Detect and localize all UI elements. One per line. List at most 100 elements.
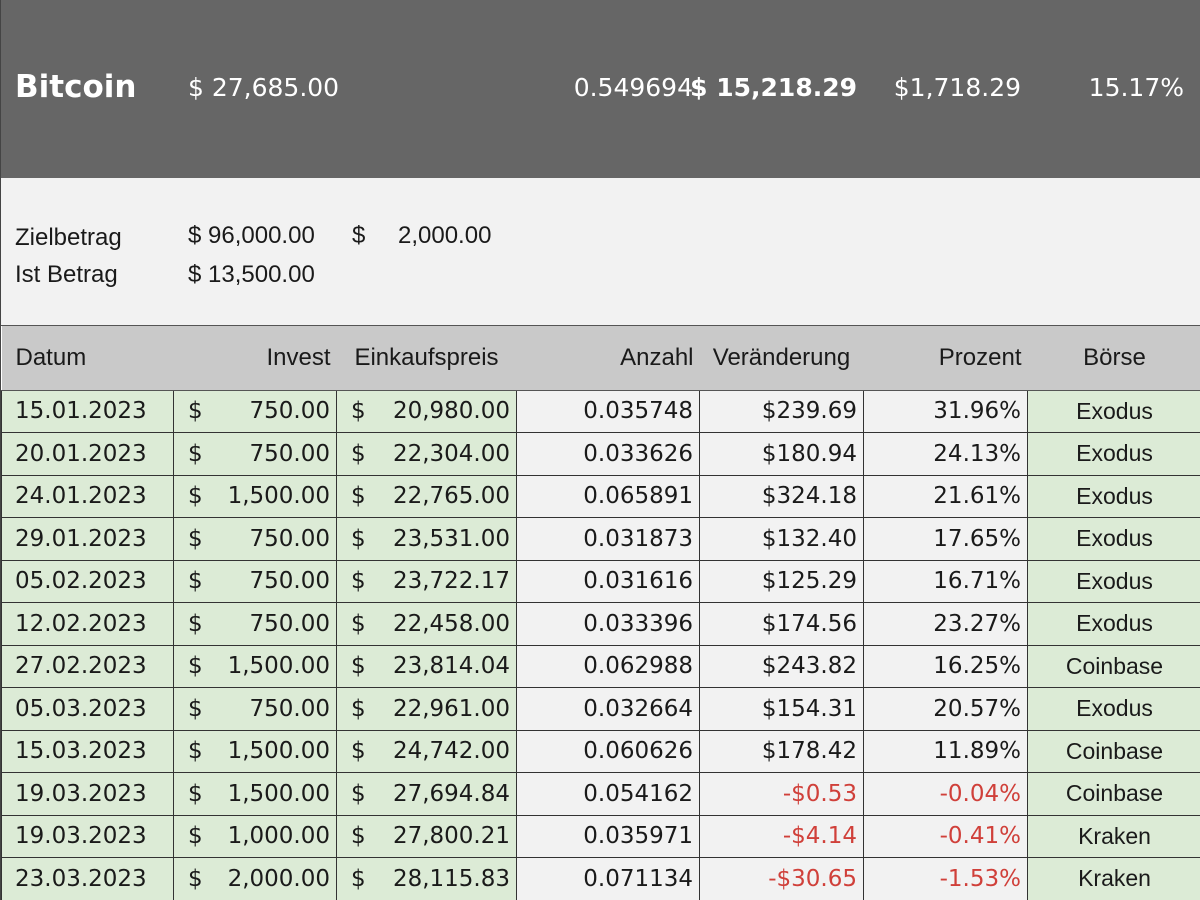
column-header-change[interactable]: Veränderung [699, 326, 864, 391]
cell-change[interactable]: $174.56 [699, 602, 864, 646]
cell-date[interactable]: 12.02.2023 [1, 602, 174, 646]
cell-percent[interactable]: 21.61% [863, 474, 1028, 518]
actual-value[interactable]: $ 13,500.00 [188, 261, 315, 288]
cell-purchase-price[interactable]: $28,115.83 [336, 857, 517, 900]
column-header-quantity[interactable]: Anzahl [516, 326, 700, 391]
cell-invest[interactable]: $1,500.00 [173, 729, 337, 773]
cell-percent[interactable]: 11.89% [863, 729, 1028, 773]
cell-exchange[interactable]: Coinbase [1027, 772, 1200, 816]
cell-change[interactable]: $239.69 [699, 389, 864, 433]
cell-invest[interactable]: $750.00 [173, 517, 337, 561]
cell-date[interactable]: 19.03.2023 [1, 814, 174, 858]
cell-exchange[interactable]: Coinbase [1027, 644, 1200, 688]
cell-date[interactable]: 15.03.2023 [1, 729, 174, 773]
cell-percent[interactable]: 20.57% [863, 687, 1028, 731]
cell-percent[interactable]: 17.65% [863, 517, 1028, 561]
cell-percent[interactable]: -1.53% [863, 857, 1028, 900]
cell-quantity[interactable]: 0.054162 [516, 772, 700, 816]
cell-date[interactable]: 15.01.2023 [1, 389, 174, 433]
cell-invest[interactable]: $750.00 [173, 389, 337, 433]
cell-invest[interactable]: $1,000.00 [173, 814, 337, 858]
cell-quantity[interactable]: 0.065891 [516, 474, 700, 518]
step-currency[interactable]: $ [352, 222, 366, 249]
cell-percent[interactable]: 16.71% [863, 559, 1028, 603]
cell-exchange[interactable]: Exodus [1027, 389, 1200, 433]
cell-date[interactable]: 05.02.2023 [1, 559, 174, 603]
column-header-invest[interactable]: Invest [173, 326, 337, 391]
cell-invest[interactable]: $750.00 [173, 559, 337, 603]
cell-quantity[interactable]: 0.032664 [516, 687, 700, 731]
cell-exchange[interactable]: Exodus [1027, 432, 1200, 476]
cell-purchase-price[interactable]: $22,304.00 [336, 432, 517, 476]
cell-percent[interactable]: 24.13% [863, 432, 1028, 476]
cell-quantity[interactable]: 0.033396 [516, 602, 700, 646]
cell-purchase-price[interactable]: $22,458.00 [336, 602, 517, 646]
total-percent[interactable]: 15.17% [1088, 73, 1184, 102]
cell-change[interactable]: -$0.53 [699, 772, 864, 816]
cell-quantity[interactable]: 0.060626 [516, 729, 700, 773]
cell-date[interactable]: 05.03.2023 [1, 687, 174, 731]
cell-invest[interactable]: $2,000.00 [173, 857, 337, 900]
cell-exchange[interactable]: Exodus [1027, 517, 1200, 561]
cell-date[interactable]: 24.01.2023 [1, 474, 174, 518]
cell-invest[interactable]: $1,500.00 [173, 772, 337, 816]
column-header-date[interactable]: Datum [1, 326, 174, 391]
cell-percent[interactable]: 16.25% [863, 644, 1028, 688]
cell-purchase-price[interactable]: $23,722.17 [336, 559, 517, 603]
cell-percent[interactable]: -0.04% [863, 772, 1028, 816]
cell-change[interactable]: -$4.14 [699, 814, 864, 858]
cell-invest[interactable]: $1,500.00 [173, 474, 337, 518]
cell-purchase-price[interactable]: $23,814.04 [336, 644, 517, 688]
cell-invest[interactable]: $750.00 [173, 687, 337, 731]
cell-change[interactable]: $125.29 [699, 559, 864, 603]
cell-quantity[interactable]: 0.035971 [516, 814, 700, 858]
cell-quantity[interactable]: 0.062988 [516, 644, 700, 688]
cell-exchange[interactable]: Exodus [1027, 602, 1200, 646]
cell-invest[interactable]: $750.00 [173, 432, 337, 476]
total-value[interactable]: $ 15,218.29 [690, 73, 857, 102]
cell-change[interactable]: $243.82 [699, 644, 864, 688]
cell-change[interactable]: $180.94 [699, 432, 864, 476]
column-header-purchase-price[interactable]: Einkaufspreis [336, 326, 517, 391]
cell-quantity[interactable]: 0.033626 [516, 432, 700, 476]
cell-percent[interactable]: -0.41% [863, 814, 1028, 858]
cell-invest[interactable]: $1,500.00 [173, 644, 337, 688]
cell-change[interactable]: $324.18 [699, 474, 864, 518]
cell-exchange[interactable]: Kraken [1027, 857, 1200, 900]
cell-invest[interactable]: $750.00 [173, 602, 337, 646]
cell-quantity[interactable]: 0.031873 [516, 517, 700, 561]
column-header-exchange[interactable]: Börse [1027, 326, 1200, 391]
cell-exchange[interactable]: Kraken [1027, 814, 1200, 858]
cell-quantity[interactable]: 0.031616 [516, 559, 700, 603]
cell-exchange[interactable]: Exodus [1027, 559, 1200, 603]
cell-purchase-price[interactable]: $23,531.00 [336, 517, 517, 561]
total-gain[interactable]: $1,718.29 [893, 73, 1021, 102]
column-header-percent[interactable]: Prozent [863, 326, 1028, 391]
cell-quantity[interactable]: 0.035748 [516, 389, 700, 433]
cell-purchase-price[interactable]: $27,800.21 [336, 814, 517, 858]
actual-label[interactable]: Ist Betrag [15, 261, 118, 288]
cell-percent[interactable]: 23.27% [863, 602, 1028, 646]
cell-date[interactable]: 19.03.2023 [1, 772, 174, 816]
cell-purchase-price[interactable]: $27,694.84 [336, 772, 517, 816]
cell-date[interactable]: 29.01.2023 [1, 517, 174, 561]
cell-percent[interactable]: 31.96% [863, 389, 1028, 433]
cell-date[interactable]: 23.03.2023 [1, 857, 174, 900]
coin-name[interactable]: Bitcoin [15, 69, 137, 105]
current-price[interactable]: $ 27,685.00 [188, 73, 340, 102]
target-label[interactable]: Zielbetrag [15, 224, 122, 251]
cell-date[interactable]: 27.02.2023 [1, 644, 174, 688]
cell-exchange[interactable]: Exodus [1027, 474, 1200, 518]
cell-purchase-price[interactable]: $24,742.00 [336, 729, 517, 773]
cell-purchase-price[interactable]: $22,765.00 [336, 474, 517, 518]
cell-exchange[interactable]: Exodus [1027, 687, 1200, 731]
cell-quantity[interactable]: 0.071134 [516, 857, 700, 900]
total-quantity[interactable]: 0.549694 [573, 73, 693, 102]
cell-change[interactable]: $132.40 [699, 517, 864, 561]
step-value[interactable]: 2,000.00 [398, 222, 492, 249]
cell-change[interactable]: $154.31 [699, 687, 864, 731]
target-value[interactable]: $ 96,000.00 [188, 222, 315, 249]
cell-date[interactable]: 20.01.2023 [1, 432, 174, 476]
cell-purchase-price[interactable]: $20,980.00 [336, 389, 517, 433]
cell-purchase-price[interactable]: $22,961.00 [336, 687, 517, 731]
